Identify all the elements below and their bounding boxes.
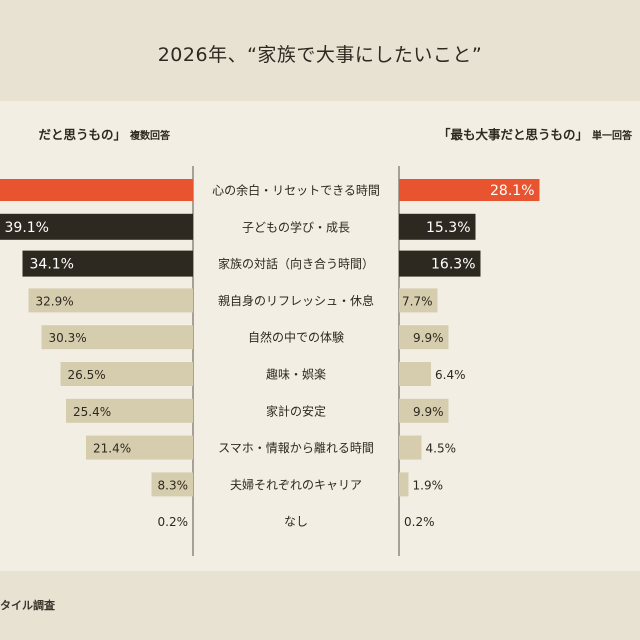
category-label: スマホ・情報から離れる時間 — [218, 441, 374, 455]
left-bar — [28, 288, 193, 313]
right-bar — [399, 398, 449, 423]
right-series-header: 「最も大事だと思うもの」 単一回答 — [438, 124, 632, 143]
left-series-header: だと思うもの」 複数回答 — [38, 124, 170, 143]
left-series-note: 複数回答 — [130, 131, 170, 142]
left-value-label: 8.3% — [158, 478, 189, 492]
left-value-label: 26.5% — [68, 368, 106, 382]
chart-title: 2026年、“家族で大事にしたいこと” — [157, 44, 483, 66]
left-value-label: 21.4% — [93, 442, 131, 456]
category-label: 夫婦それぞれのキャリア — [230, 477, 362, 492]
right-value-label: 1.9% — [413, 478, 444, 492]
left-value-label: 34.1% — [30, 257, 74, 273]
right-value-label: 7.7% — [402, 294, 433, 308]
left-value-label: 25.4% — [73, 405, 111, 419]
category-label: 家族の対話（向き合う時間） — [218, 256, 374, 271]
category-label: 家計の安定 — [266, 403, 326, 418]
category-label: 趣味・娯楽 — [266, 367, 326, 382]
left-value-label: 39.1% — [5, 220, 49, 236]
right-value-label: 9.9% — [413, 405, 444, 419]
left-bar — [0, 213, 193, 240]
left-value-label: 30.3% — [49, 331, 87, 345]
left-value-label: 32.9% — [36, 294, 74, 308]
right-value-label: 6.4% — [435, 368, 466, 382]
right-bar — [399, 325, 449, 350]
right-value-label: 28.1% — [490, 183, 534, 199]
left-bar — [41, 325, 193, 350]
category-label: 親自身のリフレッシュ・休息 — [218, 293, 374, 308]
right-series-name: 「最も大事だと思うもの」 — [437, 127, 588, 142]
right-series-note: 単一回答 — [592, 131, 632, 142]
left-bar — [66, 398, 193, 423]
right-value-label: 16.3% — [431, 257, 475, 273]
category-label: 自然の中での体験 — [248, 330, 344, 345]
right-bar — [399, 435, 422, 460]
right-bar — [399, 179, 540, 201]
right-value-label: 9.9% — [413, 331, 444, 345]
right-value-label: 0.2% — [404, 515, 435, 529]
left-bar — [86, 435, 193, 460]
left-bar — [22, 250, 193, 277]
right-bar — [399, 472, 409, 497]
left-series-name: だと思うもの」 — [38, 127, 126, 142]
category-label: なし — [284, 515, 308, 529]
right-value-label: 15.3% — [426, 220, 470, 236]
left-bar — [60, 362, 193, 386]
left-bar — [0, 179, 193, 201]
right-bar — [399, 288, 438, 313]
right-bar — [399, 213, 476, 240]
right-value-label: 4.5% — [426, 442, 457, 456]
category-label: 心の余白・リセットできる時間 — [212, 183, 380, 198]
left-bar — [151, 472, 193, 497]
category-label: 子どもの学び・成長 — [242, 219, 350, 234]
left-value-label: 0.2% — [158, 515, 189, 529]
source-note: タイル調査 — [0, 599, 55, 612]
right-bar — [399, 362, 431, 386]
right-bar — [399, 250, 481, 277]
